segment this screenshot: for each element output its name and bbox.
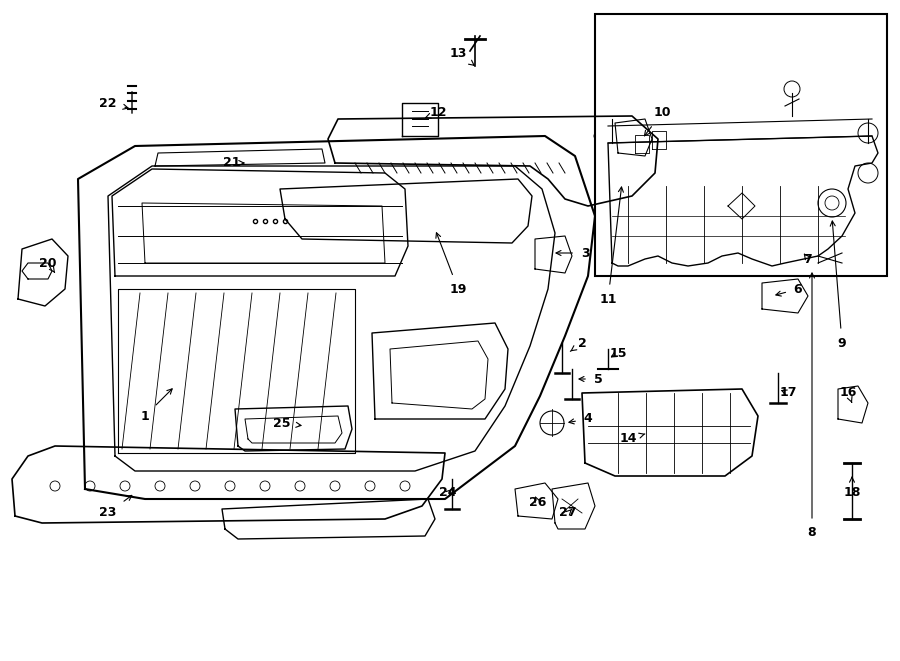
Text: 11: 11 xyxy=(599,187,624,305)
Text: 22: 22 xyxy=(99,97,128,110)
Text: 25: 25 xyxy=(274,416,301,430)
FancyBboxPatch shape xyxy=(595,14,887,276)
Text: 4: 4 xyxy=(569,412,592,426)
Text: 9: 9 xyxy=(830,221,846,350)
Text: 16: 16 xyxy=(840,387,857,403)
Text: 8: 8 xyxy=(807,273,816,539)
Text: 21: 21 xyxy=(223,157,244,169)
Text: 5: 5 xyxy=(579,373,602,385)
Text: 10: 10 xyxy=(644,106,670,136)
Text: 17: 17 xyxy=(779,387,796,399)
Text: 27: 27 xyxy=(559,506,577,520)
Text: 24: 24 xyxy=(439,486,457,500)
Text: 7: 7 xyxy=(804,253,813,266)
Text: 3: 3 xyxy=(556,247,590,260)
Text: 26: 26 xyxy=(529,496,546,510)
Text: 20: 20 xyxy=(40,256,57,272)
Text: 19: 19 xyxy=(436,233,467,295)
Text: 6: 6 xyxy=(776,282,802,296)
Text: 13: 13 xyxy=(449,46,474,65)
Text: 18: 18 xyxy=(843,477,860,500)
Text: 1: 1 xyxy=(140,389,172,422)
Text: 12: 12 xyxy=(426,106,446,120)
Text: 14: 14 xyxy=(619,432,645,446)
Text: 2: 2 xyxy=(571,336,587,352)
Text: 15: 15 xyxy=(609,346,626,360)
Text: 23: 23 xyxy=(99,495,131,520)
